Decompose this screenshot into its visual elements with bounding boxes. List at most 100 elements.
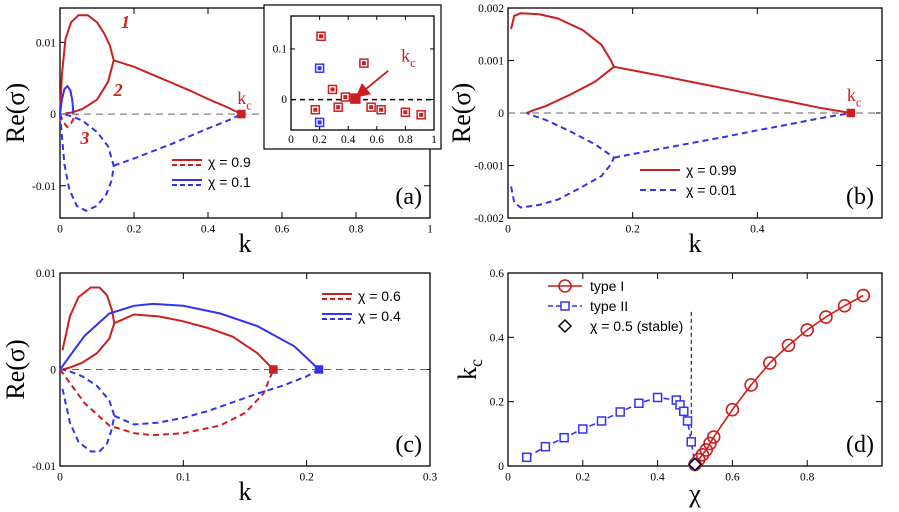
legend-label: χ = 0.5 (stable)	[590, 318, 683, 334]
series-line	[61, 368, 116, 453]
y-axis-title: Re(σ)	[1, 339, 30, 399]
legend-label: χ = 0.6	[358, 288, 401, 304]
y-tick-label: -0.01	[32, 181, 56, 193]
series-line	[694, 294, 864, 465]
x-tick-label: 0.6	[725, 472, 740, 484]
branch-label: 1	[121, 12, 130, 32]
inset-marker-dot	[319, 34, 324, 39]
x-tick-label: 1	[427, 224, 433, 236]
kc-label: kc	[847, 85, 862, 109]
square-marker	[634, 398, 644, 409]
panel-label: (c)	[395, 432, 422, 458]
kc-marker	[237, 109, 246, 119]
circle-marker	[706, 430, 721, 444]
x-tick-label: 0.3	[423, 472, 438, 484]
legend-label: χ = 0.99	[686, 162, 737, 178]
x-tick-label: 0.2	[625, 224, 640, 236]
square-marker	[596, 416, 607, 426]
inset-marker-dot	[403, 110, 408, 115]
series-line	[113, 313, 275, 371]
y-tick-label: 0	[50, 365, 56, 377]
series-line	[61, 286, 116, 371]
y-tick-label: 0.01	[36, 268, 56, 280]
legend-label: χ = 0.1	[208, 174, 251, 190]
kc-label: kc	[237, 88, 252, 112]
inset-marker-dot	[369, 105, 374, 110]
x-axis-title: k	[239, 477, 252, 506]
kc-main: k	[401, 46, 410, 66]
y-tick-label: 0.6	[490, 268, 505, 280]
inset-marker-dot	[419, 112, 424, 117]
series-line	[59, 84, 75, 115]
series-line	[59, 113, 115, 212]
y-tick-label: 0.4	[490, 332, 505, 344]
circle-marker	[744, 378, 758, 392]
x-axis-title: k	[689, 229, 702, 258]
kc-main: k	[847, 85, 856, 105]
x-tick-label: 0.8	[398, 134, 413, 146]
legend-circle-marker	[558, 279, 572, 293]
end-marker	[269, 365, 278, 374]
x-tick-label: 0.4	[650, 472, 665, 484]
circle-marker	[703, 436, 717, 451]
y-tick-label: 0.001	[478, 56, 504, 68]
y-tick-label: 0.1	[273, 43, 288, 55]
ylabel-sub: c	[466, 359, 486, 367]
branch-label: 3	[79, 128, 89, 148]
x-tick-label: 0.2	[299, 472, 314, 484]
y-tick-label: 0	[281, 94, 287, 106]
inset-kc-marker	[350, 93, 361, 104]
series-line	[59, 368, 275, 437]
circle-marker	[762, 356, 777, 370]
inset-marker-dot	[379, 107, 384, 112]
legend-label: χ = 0.01	[686, 182, 737, 198]
y-axis-title: Re(σ)	[1, 83, 30, 143]
x-tick-label: 0.8	[349, 224, 364, 236]
end-marker	[314, 365, 324, 374]
inset-marker-dot	[330, 87, 335, 92]
x-tick-label: 0	[505, 472, 511, 484]
series-line	[510, 112, 616, 209]
x-tick-label: 0.2	[312, 134, 327, 146]
circle-marker	[856, 288, 871, 303]
x-tick-label: 0.2	[576, 472, 591, 484]
inset-marker-dot	[313, 107, 318, 112]
square-marker	[682, 416, 693, 426]
panel-d: 0 0.2 0.4 0.6 0.8 0 0.2 0.4 0.6 type I type II χ = …	[453, 268, 883, 508]
y-tick-label: -0.001	[474, 161, 504, 173]
y-tick-label: 0.002	[478, 3, 504, 15]
panel-label: (d)	[846, 432, 874, 458]
square-marker	[521, 452, 532, 463]
inset-box	[263, 4, 442, 150]
ylabel-main: k	[453, 367, 482, 380]
inset-arrow	[355, 70, 389, 98]
square-marker	[540, 441, 551, 452]
circle-marker	[819, 310, 833, 324]
kc-label: kc	[401, 46, 416, 70]
x-tick-label: 0.6	[370, 134, 385, 146]
series-line	[613, 65, 851, 114]
series-line	[59, 14, 115, 115]
circle-marker	[837, 299, 852, 313]
inset-marker-dot	[343, 95, 348, 100]
x-tick-label: 0.6	[275, 224, 290, 236]
x-tick-label: 0	[57, 224, 63, 236]
series-line	[113, 368, 320, 426]
legend-square-marker	[560, 301, 570, 311]
x-tick-label: 0	[288, 134, 294, 146]
inset-marker-dot	[317, 120, 322, 125]
plot-frame	[290, 15, 435, 131]
y-tick-label: 0.01	[36, 37, 56, 49]
y-tick-label: 0	[50, 109, 56, 121]
legend-diamond-marker	[557, 318, 573, 334]
kc-marker	[846, 108, 856, 118]
legend-label: type II	[590, 298, 628, 314]
circle-marker	[725, 402, 740, 417]
legend-label: type I	[590, 278, 624, 294]
square-marker	[615, 407, 625, 417]
circle-marker	[781, 338, 796, 353]
y-tick-label: -0.002	[474, 213, 504, 225]
x-tick-label: 0.4	[341, 134, 356, 146]
square-marker	[686, 437, 697, 447]
